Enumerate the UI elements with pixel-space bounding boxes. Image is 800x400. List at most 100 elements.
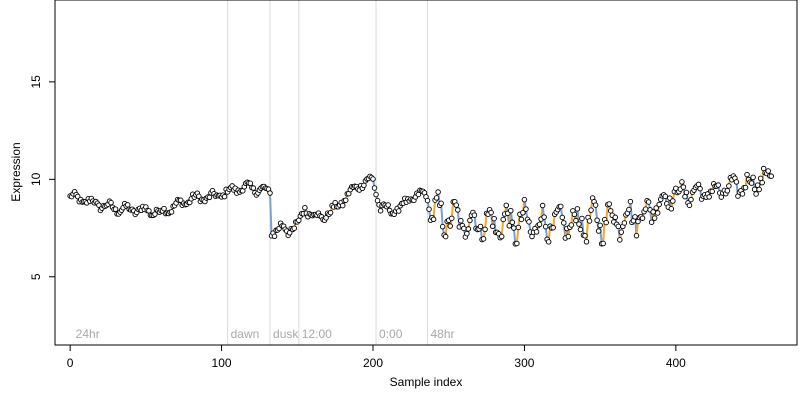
data-point <box>541 214 547 220</box>
data-point <box>339 202 346 209</box>
data-segment <box>599 224 603 245</box>
data-point <box>579 215 585 222</box>
data-point <box>561 220 567 226</box>
data-point <box>688 196 694 203</box>
data-point <box>509 219 516 226</box>
data-point <box>706 194 712 200</box>
data-point <box>448 215 455 222</box>
data-point <box>447 223 453 229</box>
data-point <box>733 179 740 185</box>
data-point <box>550 224 556 231</box>
data-segment <box>500 218 505 238</box>
x-axis-title: Sample index <box>390 375 463 389</box>
data-point <box>498 233 505 240</box>
data-point <box>489 223 496 230</box>
data-point <box>683 189 690 196</box>
phase-labels: dawn dusk 12:00 0:00 48hr 24hr <box>76 327 455 341</box>
data-point <box>458 217 464 224</box>
y-axis: 5 10 15 <box>29 75 56 280</box>
data-segment <box>269 192 273 237</box>
data-point <box>482 226 488 233</box>
data-point <box>586 218 593 224</box>
data-point <box>161 205 167 212</box>
data-point <box>559 214 566 221</box>
data-point <box>267 190 273 196</box>
data-point <box>426 206 432 212</box>
data-point <box>768 173 775 179</box>
data-point <box>439 223 446 230</box>
data-point <box>744 171 750 178</box>
data-point <box>574 206 581 212</box>
data-point <box>371 185 378 191</box>
phase-label: 0:00 <box>379 327 403 341</box>
x-tick-label: 0 <box>67 356 74 370</box>
y-tick-label: 5 <box>29 273 43 280</box>
data-point <box>250 185 257 191</box>
data-point <box>520 209 526 216</box>
data-point <box>765 168 771 174</box>
x-axis: 0 100 200 300 400 <box>67 344 686 370</box>
data-point <box>645 199 652 205</box>
data-point <box>503 202 510 209</box>
data-point <box>565 233 572 240</box>
data-point <box>715 182 722 188</box>
data-point <box>523 206 529 212</box>
data-point <box>668 206 675 212</box>
data-point <box>221 193 228 200</box>
data-point <box>461 225 467 232</box>
data-point <box>247 180 254 187</box>
data-point <box>124 202 131 208</box>
data-point <box>583 238 590 245</box>
data-point <box>621 220 628 226</box>
data-point <box>518 216 525 223</box>
data-point <box>754 182 761 188</box>
data-point <box>508 207 514 214</box>
data-point <box>533 229 540 235</box>
data-point <box>588 207 594 213</box>
data-point <box>395 208 402 214</box>
data-point <box>377 208 384 214</box>
phase-label: dawn <box>231 327 260 341</box>
data-point <box>662 193 669 200</box>
data-point <box>542 223 549 230</box>
data-point <box>455 207 461 213</box>
data-point <box>480 236 487 242</box>
data-point <box>617 237 623 243</box>
phase-label: dusk <box>273 327 299 341</box>
data-point <box>515 224 522 231</box>
data-point <box>653 205 659 211</box>
data-point <box>433 195 440 201</box>
data-point <box>612 214 619 221</box>
data-point <box>526 219 532 225</box>
data-point <box>521 196 528 203</box>
data-point <box>633 232 640 239</box>
data-point <box>759 179 765 186</box>
data-point <box>488 209 494 216</box>
data-point <box>467 217 473 224</box>
data-point <box>424 197 431 204</box>
phase-label: 12:00 <box>302 327 332 341</box>
data-point <box>568 222 575 228</box>
data-point <box>168 209 175 215</box>
data-point <box>373 191 379 198</box>
data-point <box>600 240 606 247</box>
data-point <box>430 216 437 223</box>
data-point <box>112 206 119 212</box>
data-point <box>506 223 513 229</box>
data-point <box>271 233 278 240</box>
data-point <box>595 228 602 234</box>
data-point <box>686 202 693 209</box>
data-point <box>471 212 478 218</box>
data-segment <box>450 200 455 220</box>
data-point <box>606 201 612 207</box>
data-point <box>558 203 564 210</box>
data-point <box>615 223 622 230</box>
data-point <box>739 191 746 197</box>
data-point <box>291 225 298 231</box>
y-tick-label: 15 <box>29 75 43 89</box>
data-point <box>751 186 758 193</box>
data-point <box>654 210 661 216</box>
data-point <box>709 188 715 195</box>
data-point <box>573 217 579 224</box>
data-point <box>726 183 732 189</box>
